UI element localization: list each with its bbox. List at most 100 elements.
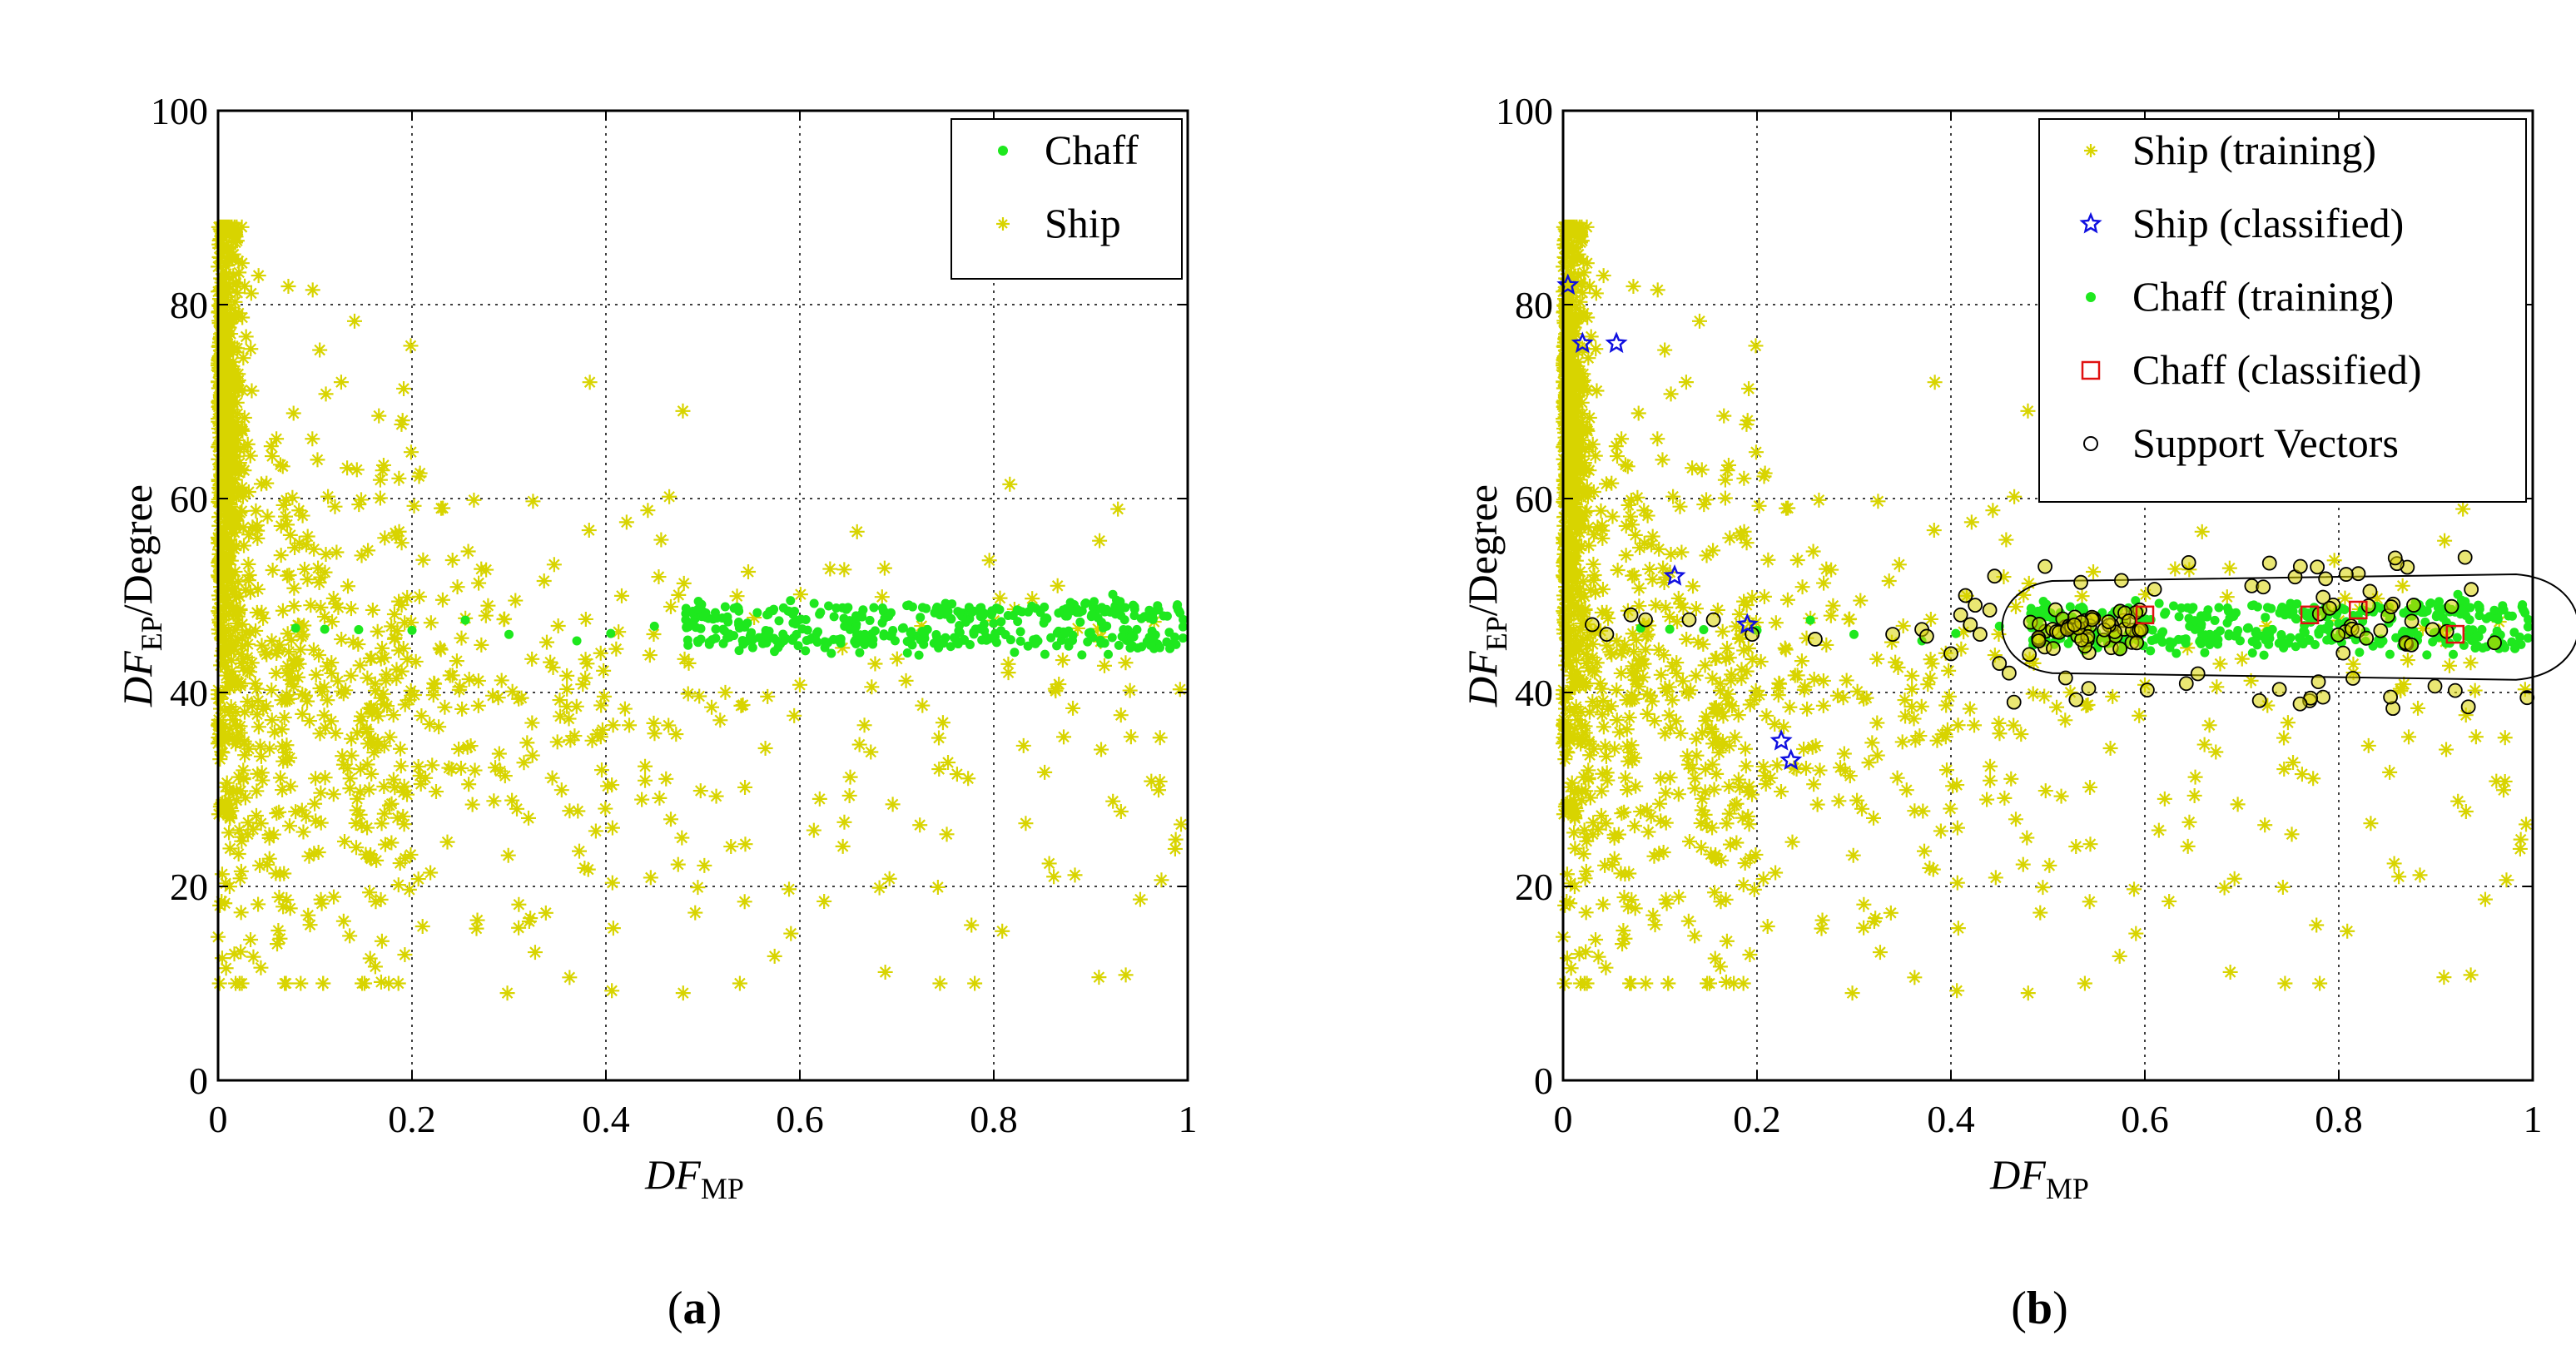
support-vector: [2147, 582, 2162, 597]
chaff-point: [2399, 608, 2409, 618]
chaff-point: [742, 618, 752, 628]
chaff-point: [1075, 617, 1085, 627]
support-vectors-series-b: [1585, 549, 2535, 717]
support-vector: [2315, 689, 2330, 705]
chaff-point: [781, 633, 791, 643]
support-vector: [2001, 665, 2017, 681]
chaff-point: [788, 633, 798, 643]
chaff-point: [1102, 621, 1112, 631]
ship-classified-point: [1735, 613, 1759, 634]
chaff-point: [2334, 618, 2344, 628]
support-vector: [2359, 630, 2375, 646]
chaff-point: [793, 641, 803, 651]
ship-classified-point: [1663, 563, 1686, 586]
chaff-point: [2507, 611, 2517, 621]
y-tick-label: 40: [170, 672, 208, 714]
chaff-point: [947, 599, 957, 609]
chaff-point: [2292, 599, 2302, 609]
plot-frame-a: [216, 109, 1189, 1082]
chaff-point: [1027, 601, 1037, 611]
chaff-point: [704, 639, 714, 649]
chaff-point: [2174, 612, 2184, 622]
chaff-point: [2190, 624, 2200, 634]
chaff-point: [2063, 638, 2073, 648]
chaff-point: [921, 603, 931, 613]
support-vector: [2404, 637, 2420, 653]
support-vector: [2362, 583, 2378, 599]
chaff-point: [2171, 648, 2181, 658]
chaff-point: [2215, 626, 2225, 636]
y-tick-label: 100: [151, 90, 208, 132]
y-tick-label: 40: [1515, 672, 1553, 714]
support-vector: [2140, 683, 2155, 697]
ship-classified-point: [1571, 331, 1594, 354]
legend-marker-plus: [996, 217, 1010, 231]
ticks-a: 0 0.2 0.4 0.6 0.8 1 0 20 40 60 80 100: [151, 90, 1198, 1140]
chaff-point: [930, 608, 940, 618]
chaff-point: [870, 626, 880, 636]
chaff-point: [2473, 641, 2483, 651]
y-tick-label: 60: [1515, 478, 1553, 520]
chaff-point: [2026, 603, 2036, 613]
support-vector: [2338, 567, 2354, 582]
chaff-point: [2474, 611, 2484, 621]
y-tick-label: 0: [1534, 1060, 1553, 1102]
chaff-point: [902, 648, 912, 658]
chaff-point: [995, 604, 1005, 614]
chaff-point: [778, 603, 788, 613]
chaff-point: [1699, 624, 1709, 634]
chaff-point: [2515, 632, 2525, 642]
y-tick-label: 100: [1496, 90, 1553, 132]
support-vector: [2067, 617, 2082, 633]
chaff-point: [1054, 608, 1064, 618]
chaff-point: [2413, 630, 2423, 640]
support-vector: [1705, 612, 1721, 628]
ship-classified-point: [1605, 331, 1628, 354]
x-tick-label: 0.4: [1927, 1098, 1975, 1140]
support-vector: [2081, 681, 2097, 697]
y-tick-label: 20: [1515, 866, 1553, 908]
chaff-point: [955, 608, 965, 618]
support-vector: [1585, 617, 1600, 633]
support-vector: [2068, 692, 2084, 707]
chaff-point: [1023, 641, 1033, 651]
chaff-point: [1060, 629, 1070, 639]
chaff-point: [1015, 627, 1025, 637]
support-vector: [1885, 627, 1901, 642]
chaff-point: [2181, 635, 2191, 645]
support-vector: [2046, 641, 2061, 657]
ship-classified-series-b: [1556, 273, 1803, 771]
chaff-point: [1155, 643, 1165, 653]
legend-marker-circle: [2083, 436, 2098, 451]
x-tick-label: 1: [1179, 1098, 1198, 1140]
support-vector: [2310, 674, 2326, 689]
x-axis-label: DFMP: [1989, 1151, 2089, 1205]
x-tick-label: 1: [2524, 1098, 2543, 1140]
support-vector: [1953, 607, 1968, 623]
chaff-point: [802, 625, 812, 635]
chaff-point: [2251, 628, 2261, 638]
chaff-point: [1040, 649, 1050, 659]
chaff-point: [720, 602, 730, 612]
chaff-point: [824, 601, 834, 611]
chaff-point: [2426, 598, 2436, 608]
chaff-point: [1178, 622, 1188, 632]
support-vector: [2444, 598, 2459, 614]
chaff-point: [1089, 597, 1099, 607]
ship-points: [1556, 219, 2534, 1001]
chaff-classified-point: [2445, 624, 2465, 644]
x-tick-label: 0: [209, 1098, 228, 1140]
support-vector: [1992, 656, 2008, 671]
support-vector: [2404, 613, 2420, 629]
chaff-point: [1015, 636, 1025, 646]
support-vector: [2271, 682, 2287, 697]
chaff-point: [1030, 638, 1040, 648]
chaff-point: [710, 608, 720, 618]
chaff-point: [2489, 605, 2499, 615]
x-tick-label: 0.2: [388, 1098, 436, 1140]
legend-box: [950, 118, 1183, 280]
legend-label: Chaff: [1045, 127, 1139, 173]
legend-label: Support Vectors: [2132, 419, 2399, 466]
chaff-point: [752, 608, 762, 618]
chaff-point: [2266, 603, 2276, 613]
